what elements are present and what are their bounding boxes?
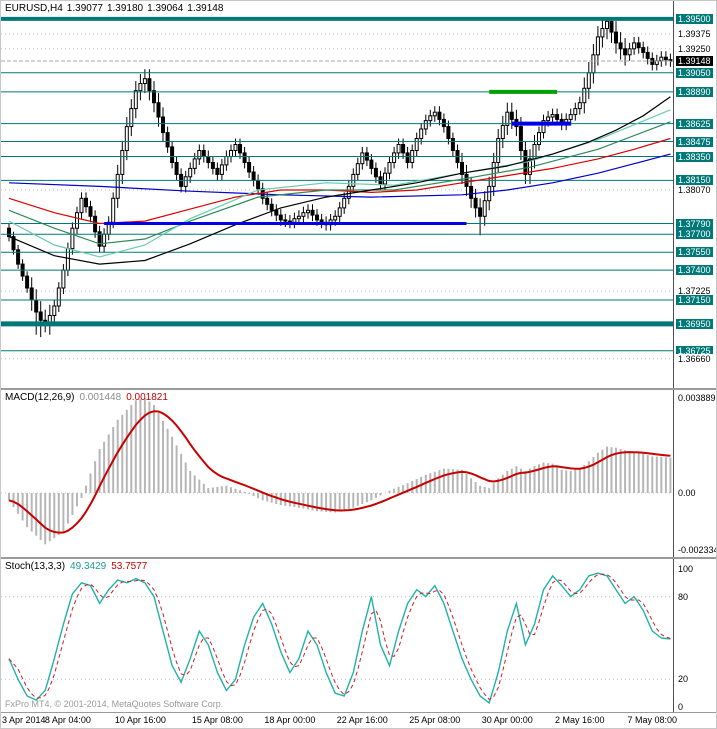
time-axis-label: 22 Apr 16:00 [336,715,388,725]
stochastic-panel[interactable]: Stoch(13,3,3) 49.3429 53.7577 FxPro MT4, ©… [1,559,716,712]
stochastic-label: Stoch(13,3,3) 49.3429 53.7577 [5,561,152,572]
time-axis-label: 8 Apr 04:00 [44,715,91,725]
price-axis-label: 1.36660 [676,353,713,364]
stoch-axis-label: 80 [676,591,691,602]
stochastic-plot[interactable] [1,559,673,712]
stoch-name: Stoch(13,3,3) [5,561,66,572]
stoch-axis-label: 100 [676,564,696,574]
price-axis-label: 1.37550 [676,247,713,258]
candles [7,17,673,338]
ma-green-slow [8,121,671,245]
time-axis[interactable]: 3 Apr 2014 8 Apr 04:00 10 Apr 16:00 15 Apr … [1,713,716,728]
price-axis-label: 1.39375 [676,28,713,39]
price-axis-label: 1.36725 [676,345,713,356]
macd-axis[interactable]: 0.003889 0.00 -0.002334 [673,390,716,557]
ohlc-low: 1.39064 [147,3,184,14]
price-axis-label: 1.37225 [676,286,713,296]
price-chart-panel[interactable]: EURUSD,H4 1.39077 1.39180 1.39064 1.39148 1.… [1,1,716,388]
time-axis-label: 7 May 08:00 [627,715,678,725]
stoch-main-value: 49.3429 [70,561,107,572]
stoch-main-line [8,572,671,705]
price-axis-label: 1.39148 [676,56,713,66]
macd-signal-line [8,410,671,534]
macd-label: MACD(12,26,9) 0.001448 0.001821 [5,392,173,403]
price-axis-label: 1.39250 [676,43,713,54]
price-axis-label: 1.37700 [676,229,713,240]
macd-axis-label: 0.00 [676,488,698,498]
ma-green-fast [8,109,671,258]
price-axis-label: 1.38890 [676,86,713,97]
price-axis-label: 1.38150 [676,175,713,186]
ohlc-high: 1.39180 [106,3,144,14]
macd-plot[interactable] [1,390,673,557]
price-axis-label: 1.39050 [676,67,713,78]
ma-blue [8,153,671,198]
macd-axis-label: -0.002334 [676,545,716,555]
time-axis-label: 10 Apr 16:00 [114,715,166,725]
ohlc-open: 1.39077 [66,3,103,14]
time-axis-label: 18 Apr 00:00 [264,715,316,725]
macd-signal-value: 0.001821 [126,392,168,403]
stochastic-axis[interactable]: 100 80 20 0 [673,559,716,712]
time-axis-label: 30 Apr 00:00 [481,715,533,725]
ohlc-close: 1.39148 [187,3,224,14]
stoch-axis-label: 20 [676,674,691,685]
stoch-signal-value: 53.7577 [111,561,148,572]
price-axis-label: 1.38070 [676,185,713,195]
panel-separator [1,712,716,713]
macd-name: MACD(12,26,9) [5,392,75,403]
price-axis-label: 1.37400 [676,265,713,276]
price-axis-label: 1.38475 [676,136,713,147]
time-axis-label: 25 Apr 08:00 [409,715,461,725]
time-axis-label: 2 May 16:00 [555,715,605,725]
ma-black [8,96,671,265]
stoch-signal-line [8,573,671,701]
macd-panel[interactable]: MACD(12,26,9) 0.001448 0.001821 0.003889 0.… [1,390,716,557]
macd-axis-label: 0.003889 [676,393,716,403]
price-axis-label: 1.37150 [676,295,713,305]
price-axis-label: 1.39500 [676,13,713,24]
price-axis-label: 1.38350 [676,151,713,162]
price-axis-label: 1.37790 [676,218,713,229]
time-axis-label: 3 Apr 2014 [2,715,46,725]
symbol-timeframe-label: EURUSD,H4 [5,3,63,14]
panel-separator[interactable] [1,388,716,390]
price-axis-label: 1.36950 [676,318,713,329]
price-axis-label: 1.38625 [676,118,713,129]
time-axis-label: 15 Apr 08:00 [191,715,243,725]
price-axis[interactable]: 1.39500 1.39375 1.39250 1.39148 1.39050 1.388… [673,1,716,388]
stoch-axis-label: 0 [676,702,686,712]
macd-main-value: 0.001448 [79,392,122,403]
chart-title: EURUSD,H4 1.39077 1.39180 1.39064 1.39148 [5,3,227,14]
broker-watermark: FxPro MT4, © 2001-2014, MetaQuotes Softw… [5,699,224,709]
panel-separator[interactable] [1,557,716,559]
price-plot[interactable] [1,1,673,388]
